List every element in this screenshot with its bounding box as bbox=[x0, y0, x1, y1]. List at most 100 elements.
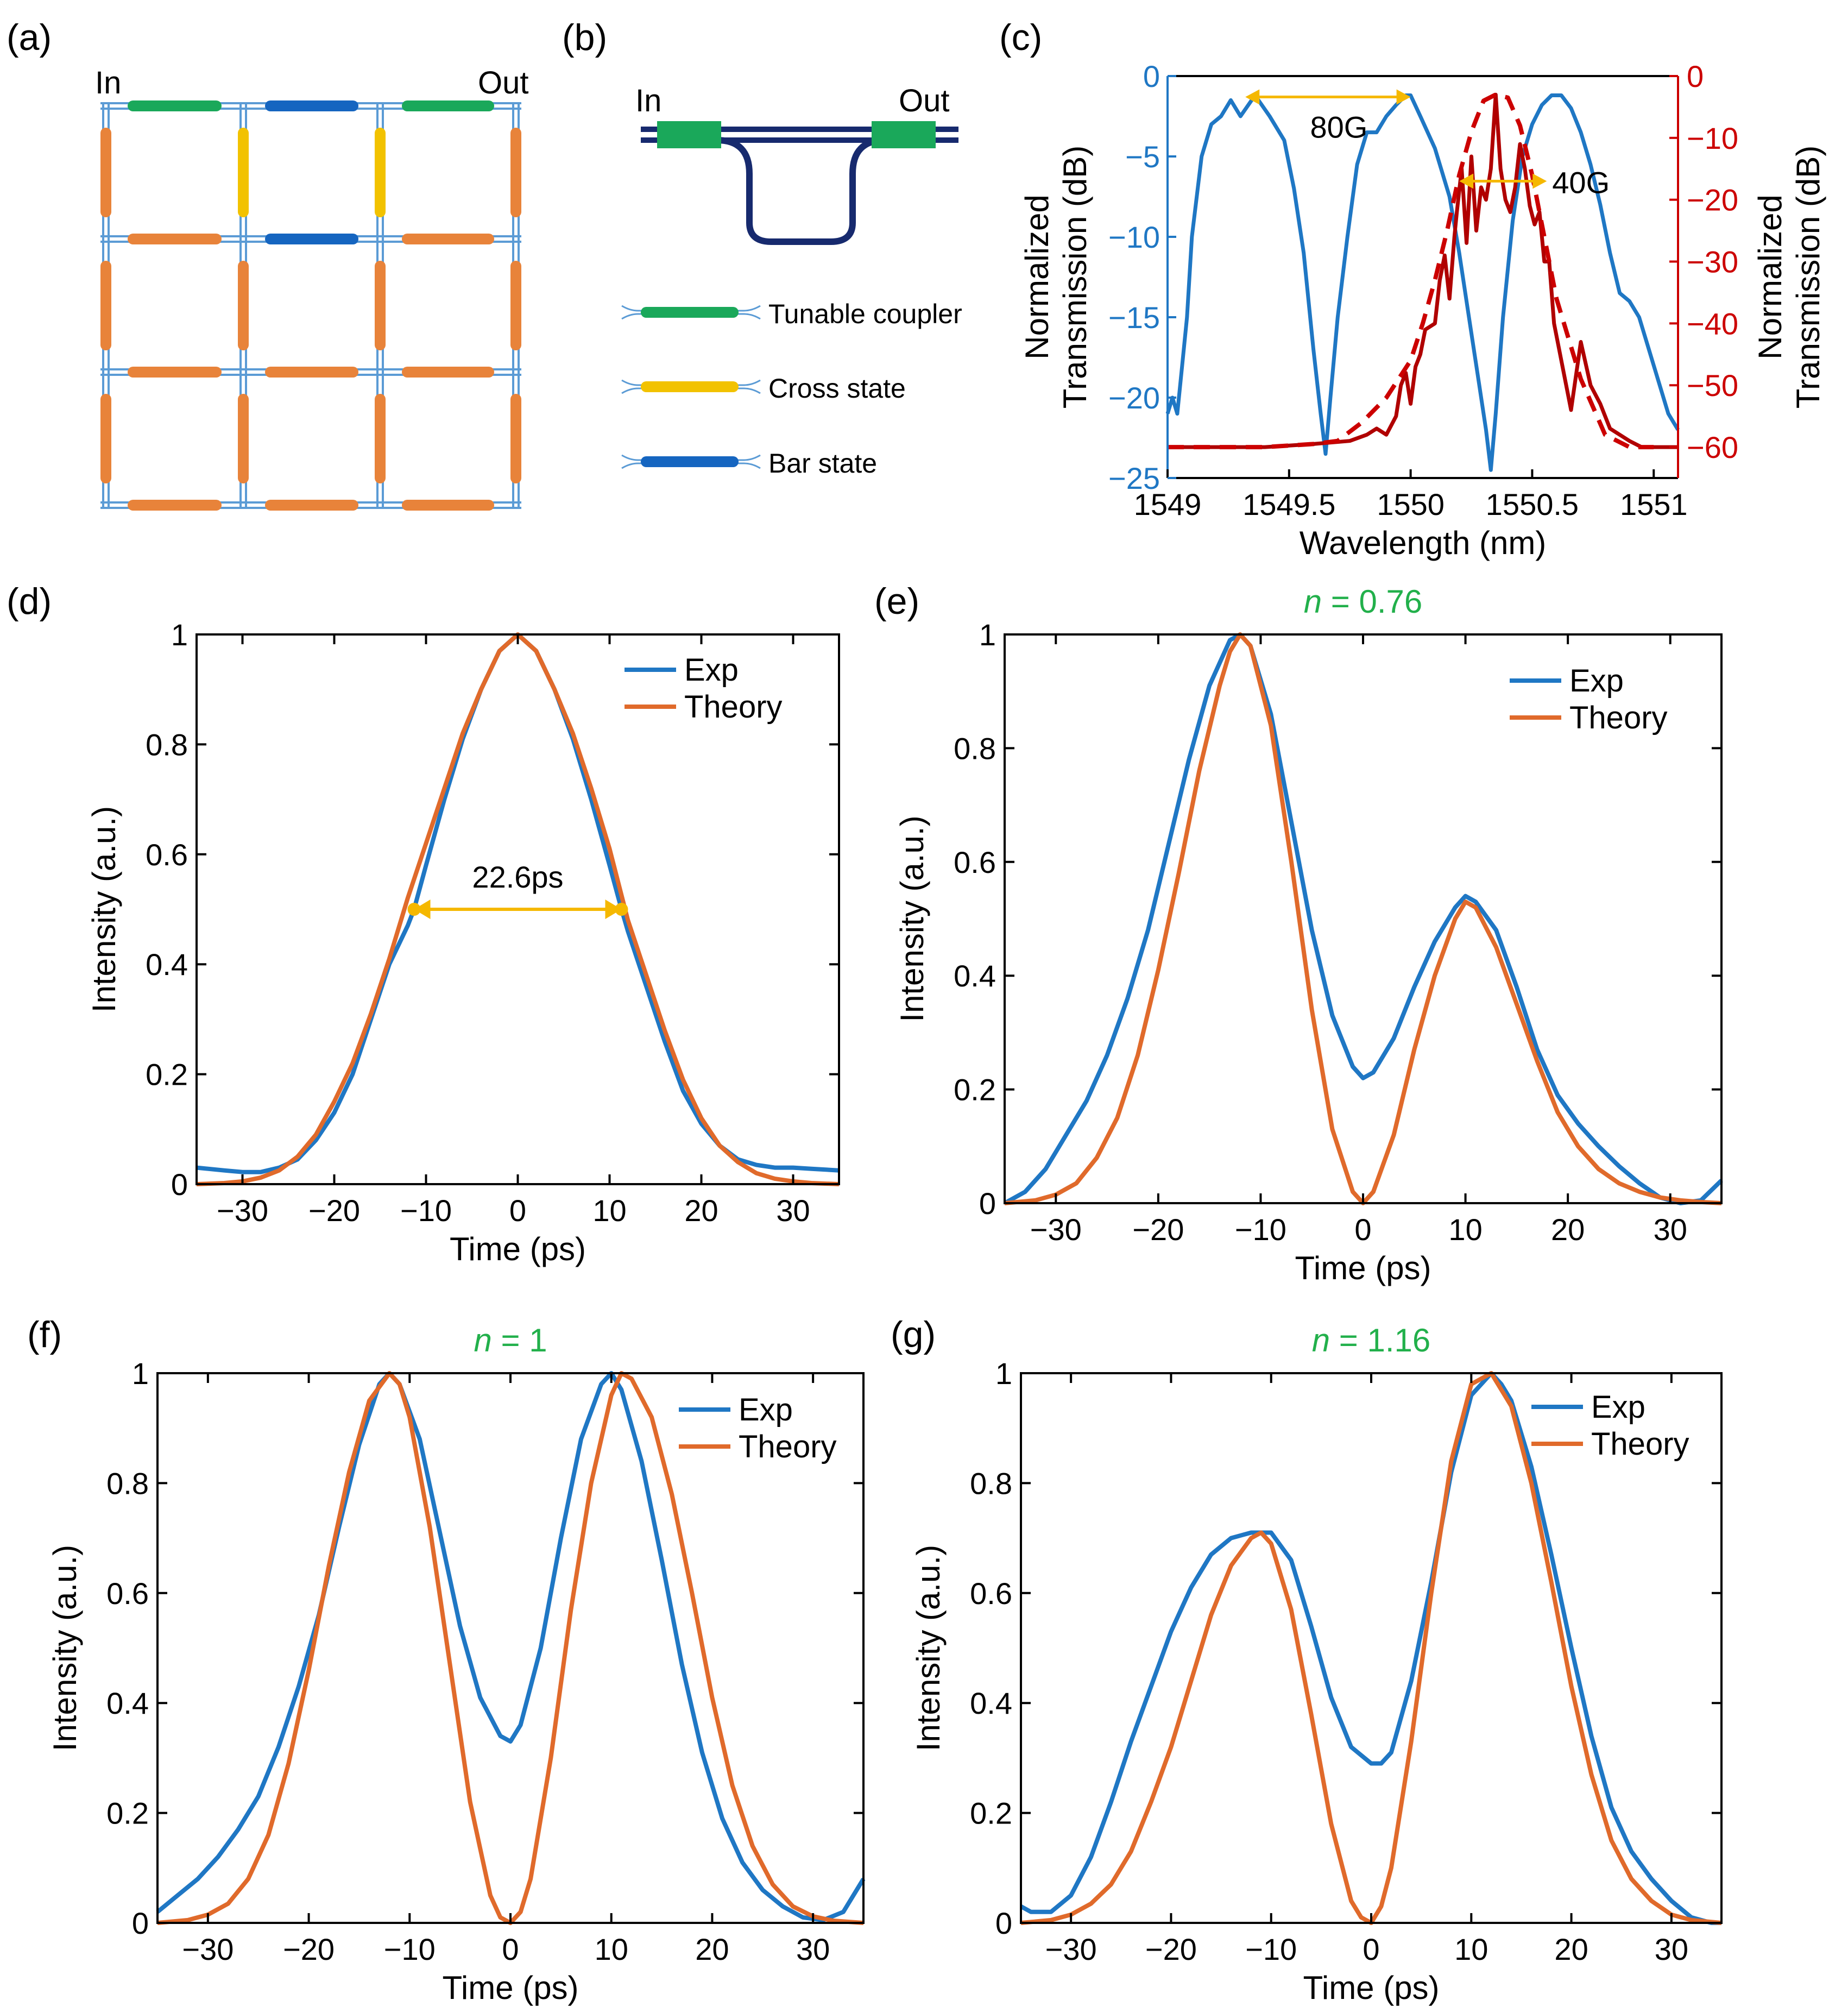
y-tick-label: 0.4 bbox=[106, 1686, 149, 1720]
y-tick-label: 0 bbox=[995, 1906, 1012, 1940]
chart-title-value: = 1.16 bbox=[1330, 1322, 1430, 1359]
right-y-tick-label: −40 bbox=[1687, 306, 1738, 341]
legend-label-exp: Exp bbox=[739, 1392, 793, 1428]
y-axis-label: Intensity (a.u.) bbox=[47, 1545, 83, 1751]
y-tick-label: 0.8 bbox=[106, 1466, 149, 1500]
panel-d-pulse-chart: −30 −20 −10 0 10 20 30 0 0.2 0.4 0.6 0.8 1 Time (ps) I… bbox=[86, 618, 840, 1267]
x-tick-label: 10 bbox=[1448, 1212, 1482, 1247]
x-tick-label: 0 bbox=[502, 1932, 519, 1966]
left-y-tick-label: −15 bbox=[1108, 300, 1160, 335]
series-line-exp bbox=[1020, 1371, 1721, 1925]
x-tick-label: 10 bbox=[592, 1193, 626, 1228]
right-y-tick-label: −30 bbox=[1687, 245, 1738, 279]
x-tick-label: −20 bbox=[283, 1932, 335, 1966]
panel-letter-e: (e) bbox=[874, 581, 919, 622]
x-tick-label: 1550.5 bbox=[1486, 487, 1579, 521]
right-y-tick-label: −20 bbox=[1687, 183, 1738, 217]
x-tick-label: −10 bbox=[384, 1932, 436, 1966]
mzi-left-coupler bbox=[657, 121, 721, 148]
series-line-exp bbox=[156, 1371, 866, 1922]
mzi-waveguide bbox=[641, 121, 958, 245]
x-tick-label: −30 bbox=[1045, 1932, 1097, 1966]
fwhm-marker-left bbox=[407, 903, 421, 916]
y-tick-label: 0.6 bbox=[106, 1576, 149, 1611]
chart-title-variable: n bbox=[1312, 1322, 1330, 1359]
y-tick-label: 0.6 bbox=[146, 838, 188, 872]
y-tick-label: 0.2 bbox=[146, 1058, 188, 1092]
legend-label-theory: Theory bbox=[1591, 1426, 1689, 1462]
legend-label-0: Tunable coupler bbox=[768, 299, 962, 329]
mesh-out-label: Out bbox=[478, 65, 529, 100]
y-tick-label: 1 bbox=[995, 1356, 1012, 1391]
panel-a-switch-mesh: In Out bbox=[95, 65, 529, 511]
x-tick-label: −30 bbox=[217, 1193, 268, 1228]
left-y-tick-label: −25 bbox=[1108, 461, 1160, 495]
left-y-axis-label: Normalized bbox=[1019, 194, 1055, 359]
x-tick-label: 30 bbox=[776, 1193, 810, 1228]
chart-title-value: = 1 bbox=[492, 1322, 547, 1359]
fwhm-marker-right bbox=[615, 903, 628, 916]
arrow-40g-head-right bbox=[1532, 173, 1547, 189]
legend-label-theory: Theory bbox=[684, 689, 783, 725]
panel-f-pulse-chart: −30 −20 −10 0 10 20 30 0 0.2 0.4 0.6 0.8 1 Time (ps) I… bbox=[47, 1322, 866, 2006]
y-tick-label: 0.4 bbox=[146, 947, 188, 982]
annotation-40g: 40G bbox=[1552, 166, 1610, 200]
series-line-theory bbox=[1020, 1371, 1722, 1925]
x-tick-label: 20 bbox=[1554, 1932, 1588, 1966]
x-axis-label: Time (ps) bbox=[450, 1231, 586, 1267]
y-tick-label: 0.4 bbox=[954, 959, 996, 993]
spectrum-series-2 bbox=[1168, 92, 1654, 450]
y-axis-label: Intensity (a.u.) bbox=[894, 815, 930, 1022]
y-tick-label: 0.4 bbox=[970, 1686, 1012, 1720]
arrow-40g-head-left bbox=[1459, 173, 1474, 189]
left-y-tick-label: −5 bbox=[1125, 140, 1160, 174]
component-legend: Tunable coupler Cross state Bar state bbox=[621, 299, 962, 479]
left-y-axis-label: Transmission (dB) bbox=[1057, 146, 1093, 409]
chart-title: n = 1.16 bbox=[1312, 1322, 1431, 1359]
x-tick-label: 1550 bbox=[1377, 487, 1445, 521]
x-tick-label: 10 bbox=[1454, 1932, 1488, 1966]
x-tick-label: −10 bbox=[1235, 1212, 1286, 1247]
y-tick-label: 0 bbox=[132, 1906, 149, 1940]
y-tick-label: 1 bbox=[979, 618, 996, 652]
x-tick-label: −30 bbox=[1030, 1212, 1082, 1247]
left-y-tick-label: 0 bbox=[1143, 59, 1160, 93]
mzi-right-coupler bbox=[872, 121, 936, 148]
panel-letter-a: (a) bbox=[7, 17, 52, 58]
x-tick-label: −20 bbox=[1145, 1932, 1197, 1966]
x-tick-label: 1551 bbox=[1620, 487, 1688, 521]
right-y-axis-label: Transmission (dB) bbox=[1790, 146, 1826, 409]
mesh-waveguide-grid bbox=[100, 102, 521, 509]
y-tick-label: 0.8 bbox=[970, 1466, 1012, 1500]
y-tick-label: 0.8 bbox=[954, 731, 996, 765]
fwhm-annotation: 22.6ps bbox=[472, 860, 563, 894]
legend-label-exp: Exp bbox=[1569, 663, 1624, 699]
panel-letter-c: (c) bbox=[999, 17, 1042, 58]
x-axis-label: Wavelength (nm) bbox=[1300, 525, 1547, 561]
panel-e-pulse-chart: −30 −20 −10 0 10 20 30 0 0.2 0.4 0.6 0.8 1 Time (ps) I… bbox=[894, 583, 1723, 1286]
right-y-tick-label: 0 bbox=[1687, 59, 1704, 93]
panel-letter-f: (f) bbox=[27, 1314, 62, 1355]
fwhm-arrow-head-left bbox=[414, 900, 431, 919]
mzi-out-label: Out bbox=[899, 83, 950, 118]
panel-letter-g: (g) bbox=[891, 1314, 936, 1355]
series-line-exp bbox=[1004, 632, 1723, 1205]
right-y-tick-label: −50 bbox=[1687, 368, 1738, 403]
y-tick-label: 0.8 bbox=[146, 727, 188, 762]
x-axis-label: Time (ps) bbox=[1303, 1970, 1439, 2006]
right-y-tick-label: −10 bbox=[1687, 121, 1738, 155]
legend-label-exp: Exp bbox=[684, 652, 739, 688]
annotation-80g: 80G bbox=[1310, 110, 1367, 144]
chart-title: n = 1 bbox=[474, 1322, 547, 1359]
arrow-80g-head-right bbox=[1396, 89, 1411, 105]
legend-label-1: Cross state bbox=[768, 373, 906, 404]
x-tick-label: −10 bbox=[1245, 1932, 1297, 1966]
legend-label-2: Bar state bbox=[768, 448, 877, 479]
panel-letter-b: (b) bbox=[562, 17, 607, 58]
y-tick-label: 1 bbox=[132, 1356, 149, 1391]
y-tick-label: 0.6 bbox=[970, 1576, 1012, 1611]
x-tick-label: 0 bbox=[509, 1193, 526, 1228]
chart-title-value: = 0.76 bbox=[1322, 583, 1422, 620]
mesh-in-label: In bbox=[95, 65, 121, 100]
spectrum-series-0 bbox=[1165, 93, 1680, 472]
